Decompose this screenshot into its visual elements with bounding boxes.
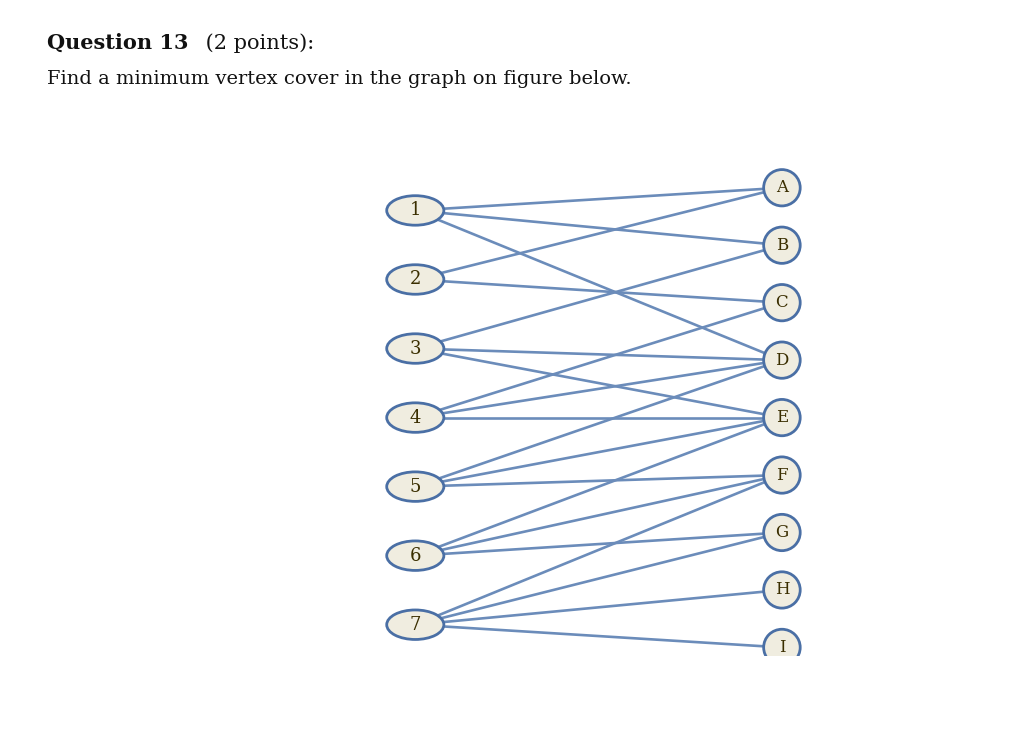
- Text: 4: 4: [410, 408, 421, 427]
- Ellipse shape: [764, 514, 800, 551]
- Ellipse shape: [387, 265, 443, 294]
- Text: I: I: [778, 639, 785, 656]
- Ellipse shape: [387, 610, 443, 640]
- Text: B: B: [776, 237, 788, 254]
- Text: A: A: [776, 179, 787, 196]
- Text: G: G: [775, 524, 788, 541]
- Ellipse shape: [764, 284, 800, 321]
- Ellipse shape: [764, 457, 800, 493]
- Text: (2 points):: (2 points):: [199, 33, 314, 53]
- Text: Question 13: Question 13: [47, 33, 188, 53]
- Text: Find a minimum vertex cover in the graph on figure below.: Find a minimum vertex cover in the graph…: [47, 70, 632, 88]
- Ellipse shape: [387, 196, 443, 226]
- Text: F: F: [776, 467, 787, 483]
- Text: 1: 1: [410, 201, 421, 220]
- Text: D: D: [775, 352, 788, 368]
- Ellipse shape: [764, 572, 800, 608]
- Ellipse shape: [387, 334, 443, 363]
- Text: 3: 3: [410, 340, 421, 357]
- Text: E: E: [776, 409, 788, 426]
- Text: C: C: [775, 294, 788, 311]
- Ellipse shape: [387, 472, 443, 501]
- Text: 5: 5: [410, 478, 421, 495]
- Text: 2: 2: [410, 270, 421, 288]
- Ellipse shape: [764, 629, 800, 666]
- Ellipse shape: [764, 342, 800, 378]
- Ellipse shape: [764, 227, 800, 263]
- Ellipse shape: [387, 541, 443, 570]
- Ellipse shape: [764, 170, 800, 206]
- Text: 7: 7: [410, 615, 421, 634]
- Ellipse shape: [387, 403, 443, 433]
- Text: 6: 6: [410, 547, 421, 565]
- Text: H: H: [774, 581, 790, 598]
- Ellipse shape: [764, 399, 800, 436]
